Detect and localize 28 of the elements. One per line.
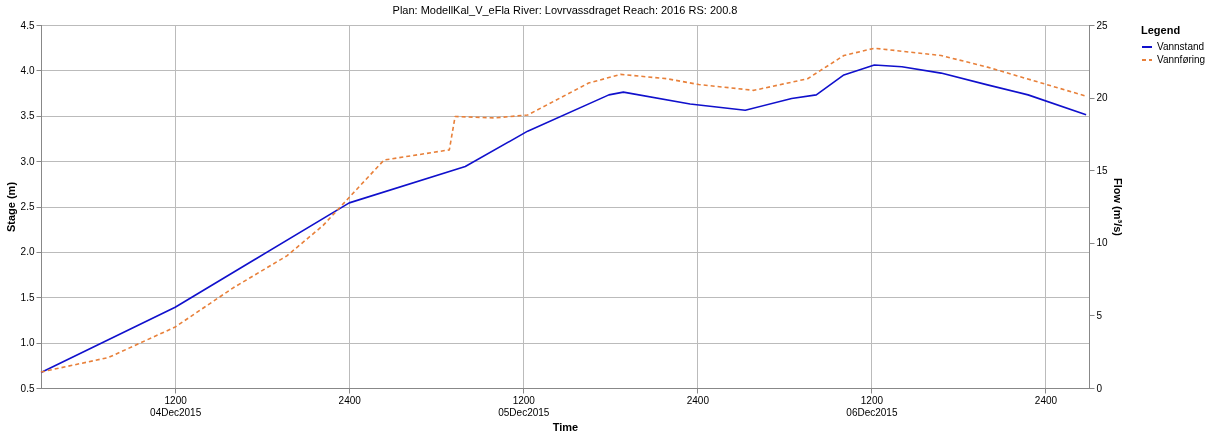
y2-tick-label: 5 xyxy=(1096,309,1103,321)
y-tick-label: 0.5 xyxy=(20,382,35,394)
x-axis-title: Time xyxy=(552,420,579,433)
y2-tick-label: 15 xyxy=(1096,164,1109,176)
y-tick-label: 4.0 xyxy=(20,64,35,76)
x-tick-label: 2400 xyxy=(686,394,710,406)
y-tick-label: 2.0 xyxy=(20,246,35,258)
y-tick-label: 2.5 xyxy=(20,201,35,212)
x-tick-label: 1200 05Dec2015 xyxy=(498,394,550,418)
y2-tick-label: 20 xyxy=(1096,92,1109,104)
y-tick-label: 1.0 xyxy=(20,337,35,349)
y2-tick-label: 0 xyxy=(1096,382,1103,394)
x-tick-label: 2400 xyxy=(338,394,362,406)
y-tick-label: 3.5 xyxy=(20,110,35,122)
y-tick-label: 4.5 xyxy=(20,19,35,31)
chart-title: Plan: ModellKal_V_eFla River: Lovrvassdraget Reach: 2016 RS: 200.8 xyxy=(392,4,738,16)
legend-label: Vannføring xyxy=(1157,54,1206,65)
y2-tick-label: 25 xyxy=(1096,19,1109,31)
legend-label: Vannstand xyxy=(1157,41,1205,52)
x-tick-label: 1200 06Dec2015 xyxy=(846,394,898,418)
y-tick-label: 1.5 xyxy=(20,291,35,303)
x-tick-label: 1200 04Dec2015 xyxy=(150,394,202,418)
y2-tick-label: 10 xyxy=(1096,237,1109,249)
y-tick-label: 3.0 xyxy=(20,155,35,167)
y-axis-title: Stage (m) xyxy=(4,181,17,233)
legend-title: Legend xyxy=(1141,24,1181,36)
y2-axis-title: Flow (m³/s) xyxy=(1111,177,1124,237)
x-tick-label: 2400 xyxy=(1034,394,1058,406)
